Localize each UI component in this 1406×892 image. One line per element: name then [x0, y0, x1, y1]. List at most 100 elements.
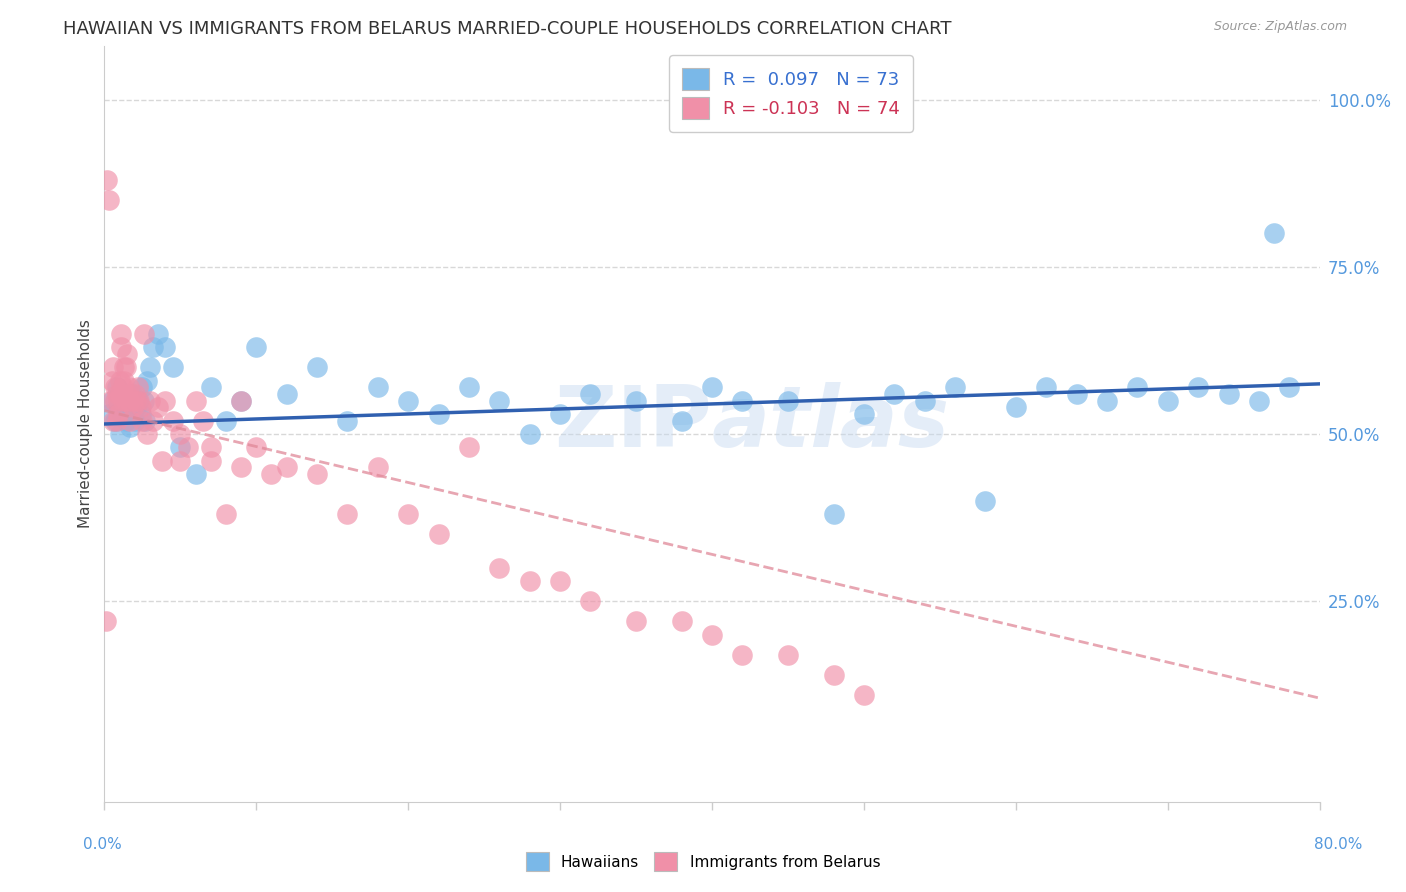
Point	[624, 393, 647, 408]
Point	[1247, 393, 1270, 408]
Point	[121, 393, 143, 408]
Point	[142, 340, 165, 354]
Point	[108, 374, 131, 388]
Point	[146, 401, 169, 415]
Point	[276, 387, 298, 401]
Point	[229, 460, 252, 475]
Point	[110, 340, 132, 354]
Point	[229, 393, 252, 408]
Point	[488, 560, 510, 574]
Point	[200, 441, 222, 455]
Point	[115, 347, 138, 361]
Point	[105, 414, 128, 428]
Point	[519, 427, 541, 442]
Point	[671, 414, 693, 428]
Point	[105, 380, 128, 394]
Point	[671, 614, 693, 628]
Point	[519, 574, 541, 588]
Point	[245, 340, 267, 354]
Point	[169, 441, 191, 455]
Point	[146, 326, 169, 341]
Point	[104, 393, 127, 408]
Point	[1157, 393, 1180, 408]
Point	[118, 380, 141, 394]
Point	[150, 454, 173, 468]
Point	[1218, 387, 1240, 401]
Point	[336, 508, 359, 522]
Point	[104, 380, 127, 394]
Point	[184, 467, 207, 482]
Point	[229, 393, 252, 408]
Point	[731, 648, 754, 662]
Point	[112, 401, 135, 415]
Point	[1035, 380, 1057, 394]
Point	[107, 401, 129, 415]
Point	[104, 414, 127, 428]
Point	[120, 414, 142, 428]
Point	[118, 393, 141, 408]
Point	[101, 374, 124, 388]
Point	[215, 508, 238, 522]
Point	[122, 401, 145, 415]
Point	[110, 407, 132, 421]
Text: ZIP: ZIP	[554, 383, 711, 466]
Point	[700, 380, 723, 394]
Text: HAWAIIAN VS IMMIGRANTS FROM BELARUS MARRIED-COUPLE HOUSEHOLDS CORRELATION CHART: HAWAIIAN VS IMMIGRANTS FROM BELARUS MARR…	[63, 20, 952, 37]
Point	[852, 688, 875, 702]
Point	[128, 393, 150, 408]
Point	[142, 414, 165, 428]
Point	[191, 414, 214, 428]
Point	[776, 393, 799, 408]
Point	[96, 173, 118, 187]
Point	[153, 340, 176, 354]
Point	[700, 627, 723, 641]
Point	[121, 387, 143, 401]
Point	[1126, 380, 1149, 394]
Point	[367, 380, 389, 394]
Point	[114, 393, 136, 408]
Point	[162, 360, 184, 375]
Point	[103, 360, 125, 375]
Point	[108, 387, 131, 401]
Point	[488, 393, 510, 408]
Point	[139, 393, 162, 408]
Point	[731, 393, 754, 408]
Point	[914, 393, 936, 408]
Point	[823, 667, 845, 681]
Point	[127, 393, 149, 408]
Point	[458, 441, 481, 455]
Point	[107, 393, 129, 408]
Point	[823, 508, 845, 522]
Point	[135, 427, 157, 442]
Point	[124, 387, 146, 401]
Point	[169, 427, 191, 442]
Point	[132, 393, 155, 408]
Point	[107, 407, 129, 421]
Point	[97, 193, 120, 207]
Point	[122, 401, 145, 415]
Point	[307, 360, 329, 375]
Point	[427, 407, 450, 421]
Point	[276, 460, 298, 475]
Point	[131, 414, 153, 428]
Point	[1187, 380, 1209, 394]
Point	[427, 527, 450, 541]
Point	[100, 393, 122, 408]
Point	[260, 467, 283, 482]
Point	[105, 387, 128, 401]
Point	[245, 441, 267, 455]
Point	[200, 454, 222, 468]
Point	[108, 427, 131, 442]
Point	[120, 420, 142, 434]
Point	[307, 467, 329, 482]
Point	[115, 393, 138, 408]
Point	[1263, 227, 1285, 241]
Point	[111, 393, 134, 408]
Point	[548, 407, 571, 421]
Point	[162, 414, 184, 428]
Point	[125, 393, 148, 408]
Point	[114, 414, 136, 428]
Point	[367, 460, 389, 475]
Point	[129, 407, 152, 421]
Text: 0.0%: 0.0%	[83, 837, 122, 852]
